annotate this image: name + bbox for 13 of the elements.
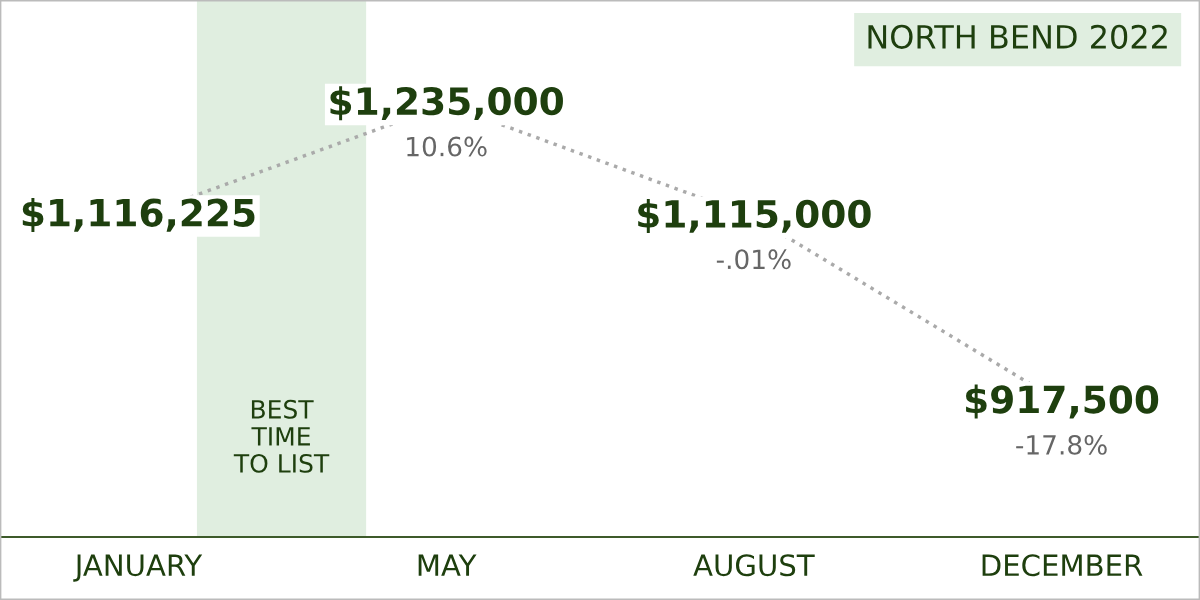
chart-title: NORTH BEND 2022 [868, 24, 1167, 49]
data-label: $1,235,000 [330, 86, 563, 121]
data-label: $1,116,225 [22, 197, 255, 232]
annotation: 10.6% [407, 136, 487, 157]
data-label: $917,500 [966, 384, 1159, 419]
annotation: -17.8% [1016, 434, 1107, 455]
annotation: -.01% [716, 249, 791, 270]
x-tick-label: DECEMBER [982, 554, 1143, 577]
band-label: BEST TIME TO LIST [233, 399, 330, 473]
data-label: $1,115,000 [638, 199, 871, 234]
x-tick-label: MAY [418, 554, 477, 576]
x-tick-label: AUGUST [693, 554, 815, 577]
x-tick-label: JANUARY [73, 554, 203, 582]
